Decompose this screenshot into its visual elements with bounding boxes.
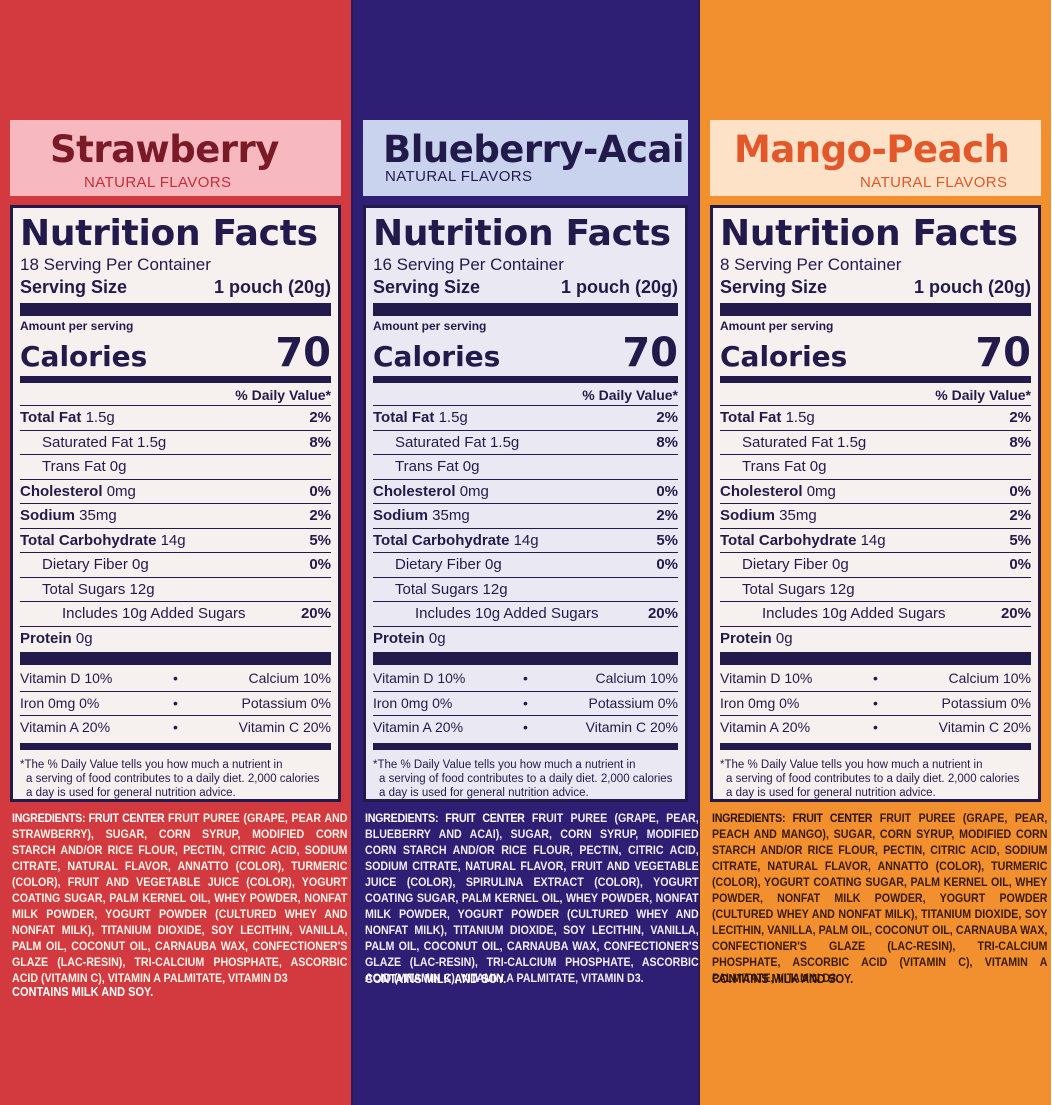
servings-per-container: 16 Serving Per Container — [373, 255, 564, 274]
nutrient-row: Includes 10g Added Sugars 20% — [20, 602, 331, 627]
ingredients: INGREDIENTS: FRUIT CENTER FRUIT PUREE (G… — [365, 811, 699, 985]
divider-medium — [720, 376, 1031, 383]
daily-value-header: % Daily Value* — [20, 385, 331, 406]
nutrient-row: Cholesterol 0mg 0% — [720, 480, 1031, 504]
nutrient-row: Sodium 35mg 2% — [373, 504, 678, 529]
servings-per-container: 8 Serving Per Container — [720, 255, 902, 274]
divider-medium — [720, 742, 1031, 750]
mango-banner: Mango-Peach NATURAL FLAVORS — [710, 120, 1041, 196]
calories-row: Calories 70 — [20, 330, 331, 376]
nutrient-row: Total Carbohydrate 14g 5% — [20, 529, 331, 553]
natural-flavors: NATURAL FLAVORS — [84, 174, 232, 191]
blueberry-panel: Blueberry-Acai NATURAL FLAVORS Nutrition… — [351, 0, 700, 1105]
nutrient-row: Sodium 35mg 2% — [20, 504, 331, 529]
nutrient-row: Protein 0g — [20, 629, 93, 647]
flavor-name: Mango-Peach — [734, 128, 1010, 171]
natural-flavors: NATURAL FLAVORS — [860, 174, 1008, 191]
amount-per-serving: Amount per serving — [20, 319, 134, 333]
vitamin-row: Vitamin D 10% • Calcium 10% — [20, 667, 331, 692]
allergen-statement: CONTAINS MILK AND SOY. — [12, 985, 154, 999]
nutrient-row: Total Fat 1.5g 2% — [20, 406, 331, 431]
daily-value-header: % Daily Value* — [720, 385, 1031, 406]
nutrient-row: Total Fat 1.5g 2% — [720, 406, 1031, 431]
ingredients: INGREDIENTS: FRUIT CENTER FRUIT PUREE (G… — [12, 811, 348, 985]
serving-size-row: Serving Size 1 pouch (20g) — [720, 277, 1031, 297]
servings-per-container: 18 Serving Per Container — [20, 255, 211, 274]
footnote: *The % Daily Value tells you how much a … — [20, 758, 320, 799]
divider-medium — [20, 376, 331, 383]
serving-size-row: Serving Size 1 pouch (20g) — [20, 277, 331, 297]
flavor-name: Strawberry — [50, 128, 279, 171]
divider-medium — [373, 376, 678, 383]
serving-size-row: Serving Size 1 pouch (20g) — [373, 277, 678, 297]
strawberry-banner: Strawberry NATURAL FLAVORS — [10, 120, 341, 196]
divider-medium — [20, 742, 331, 750]
divider-thick — [720, 652, 1031, 665]
nutrient-row: Protein 0g — [373, 629, 446, 647]
footnote: *The % Daily Value tells you how much a … — [373, 758, 673, 799]
nutrient-row: Total Carbohydrate 14g 5% — [373, 529, 678, 553]
nutrient-row: Sodium 35mg 2% — [720, 504, 1031, 529]
ingredients: INGREDIENTS: FRUIT CENTER FRUIT PUREE (G… — [712, 811, 1048, 985]
nutrition-title: Nutrition Facts — [373, 213, 671, 254]
nutrition-label: Nutrition Facts 16 Serving Per Container… — [363, 205, 688, 802]
strawberry-panel: Strawberry NATURAL FLAVORS Nutrition Fac… — [0, 0, 351, 1105]
vitamin-row: Vitamin A 20% • Vitamin C 20% — [720, 719, 1031, 735]
divider-thick — [720, 303, 1031, 316]
footnote: *The % Daily Value tells you how much a … — [720, 758, 1020, 799]
nutrient-row: Saturated Fat 1.5g 8% — [373, 431, 678, 455]
vitamin-row: Iron 0mg 0% • Potassium 0% — [20, 692, 331, 716]
calories-row: Calories 70 — [720, 330, 1031, 376]
vitamin-row: Iron 0mg 0% • Potassium 0% — [373, 692, 678, 716]
allergen-statement: CONTAINS MILK AND SOY. — [712, 972, 854, 986]
divider-thick — [373, 652, 678, 665]
vitamin-row: Vitamin A 20% • Vitamin C 20% — [20, 719, 331, 735]
nutrient-row: Trans Fat 0g — [20, 455, 331, 480]
vitamin-row: Vitamin D 10% • Calcium 10% — [373, 667, 678, 692]
nutrient-row: Saturated Fat 1.5g 8% — [20, 431, 331, 455]
mango-panel: Mango-Peach NATURAL FLAVORS Nutrition Fa… — [700, 0, 1051, 1105]
calories-row: Calories 70 — [373, 330, 678, 376]
vitamin-row: Vitamin D 10% • Calcium 10% — [720, 667, 1031, 692]
nutrient-row: Total Carbohydrate 14g 5% — [720, 529, 1031, 553]
nutrition-label: Nutrition Facts 18 Serving Per Container… — [10, 205, 341, 802]
blueberry-banner: Blueberry-Acai NATURAL FLAVORS — [363, 120, 688, 196]
nutrient-row: Total Sugars 12g — [720, 578, 1031, 602]
amount-per-serving: Amount per serving — [373, 319, 487, 333]
nutrition-label: Nutrition Facts 8 Serving Per Container … — [710, 205, 1041, 802]
nutrient-row: Saturated Fat 1.5g 8% — [720, 431, 1031, 455]
nutrient-row: Total Sugars 12g — [373, 578, 678, 602]
divider-medium — [373, 742, 678, 750]
nutrient-row: Cholesterol 0mg 0% — [20, 480, 331, 504]
flavor-name: Blueberry-Acai — [383, 128, 685, 171]
amount-per-serving: Amount per serving — [720, 319, 834, 333]
natural-flavors: NATURAL FLAVORS — [385, 168, 533, 185]
nutrient-row: Protein 0g — [720, 629, 793, 647]
nutrient-row: Dietary Fiber 0g 0% — [373, 553, 678, 578]
vitamin-row: Iron 0mg 0% • Potassium 0% — [720, 692, 1031, 716]
nutrient-row: Total Fat 1.5g 2% — [373, 406, 678, 431]
divider-thick — [20, 652, 331, 665]
nutrition-title: Nutrition Facts — [720, 213, 1018, 254]
nutrient-row: Includes 10g Added Sugars 20% — [373, 602, 678, 627]
daily-value-header: % Daily Value* — [373, 385, 678, 406]
vitamin-row: Vitamin A 20% • Vitamin C 20% — [373, 719, 678, 735]
nutrient-row: Trans Fat 0g — [720, 455, 1031, 480]
nutrient-row: Cholesterol 0mg 0% — [373, 480, 678, 504]
nutrition-title: Nutrition Facts — [20, 213, 318, 254]
nutrient-row: Includes 10g Added Sugars 20% — [720, 602, 1031, 627]
nutrient-row: Dietary Fiber 0g 0% — [720, 553, 1031, 578]
nutrient-row: Trans Fat 0g — [373, 455, 678, 480]
nutrient-row: Total Sugars 12g — [20, 578, 331, 602]
allergen-statement: CONTAINS MILK AND SOY. — [365, 972, 507, 986]
divider-thick — [20, 303, 331, 316]
nutrient-row: Dietary Fiber 0g 0% — [20, 553, 331, 578]
divider-thick — [373, 303, 678, 316]
